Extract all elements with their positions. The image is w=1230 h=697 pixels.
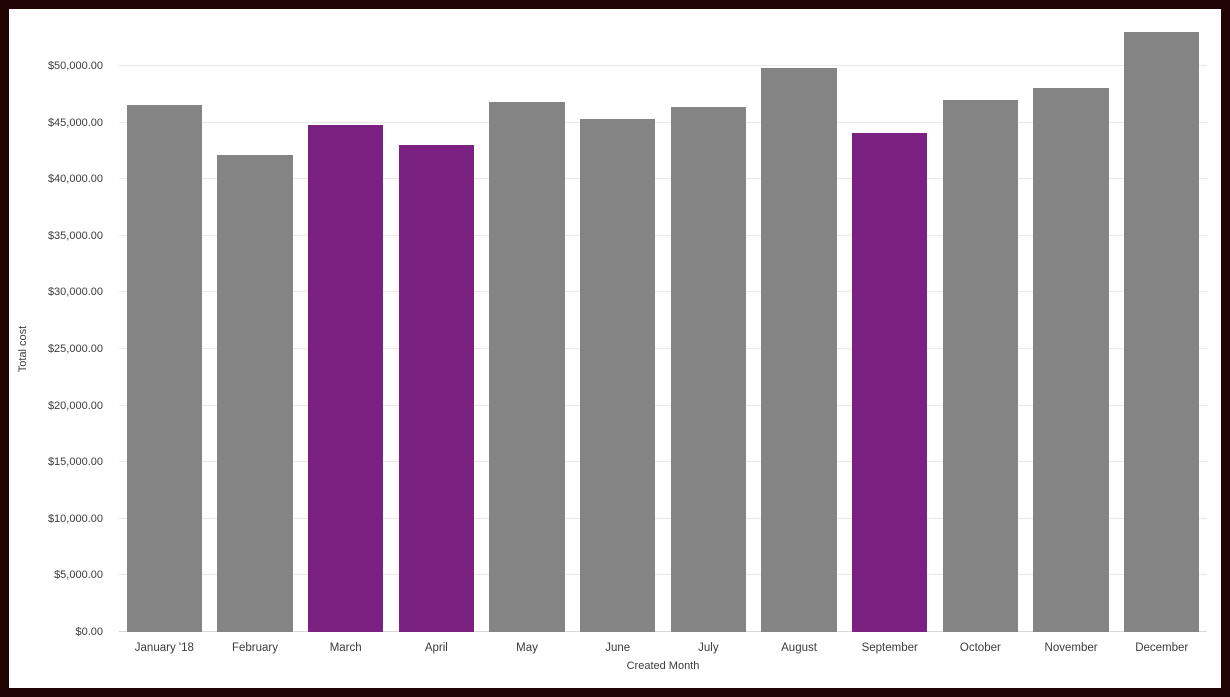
x-tick-label: November bbox=[1044, 642, 1098, 654]
bar-slot bbox=[663, 23, 754, 632]
x-tick-label: August bbox=[781, 642, 817, 654]
gridline bbox=[119, 178, 1207, 180]
y-tick-label: $35,000.00 bbox=[47, 229, 103, 242]
bar-slot bbox=[482, 23, 573, 632]
y-axis-ticks: $0.00 $5,000.00 $10,000.00 $15,000.00 $20,00… bbox=[9, 23, 111, 638]
x-tick-label: July bbox=[698, 642, 719, 654]
bar-july[interactable] bbox=[670, 106, 746, 632]
bar-november[interactable] bbox=[1033, 87, 1109, 632]
bar-slot bbox=[844, 23, 935, 632]
gridline bbox=[119, 461, 1207, 463]
y-tick-label: $20,000.00 bbox=[47, 399, 103, 412]
bar-october[interactable] bbox=[942, 99, 1018, 632]
bar-april[interactable] bbox=[398, 145, 474, 632]
y-tick-label: $40,000.00 bbox=[47, 173, 103, 186]
bar-slot bbox=[300, 23, 391, 632]
x-axis-labels: January '18 February March April May June July… bbox=[119, 642, 1207, 654]
gridline bbox=[119, 517, 1207, 519]
x-tick-label: December bbox=[1135, 642, 1189, 654]
x-tick-label: October bbox=[959, 642, 1001, 654]
bar-slot bbox=[572, 23, 663, 632]
y-tick-label: $5,000.00 bbox=[54, 569, 103, 582]
x-tick-label: May bbox=[516, 642, 538, 654]
y-tick-label: $0.00 bbox=[75, 626, 103, 638]
x-tick-label: March bbox=[329, 642, 362, 654]
y-tick-label: $30,000.00 bbox=[47, 286, 103, 299]
x-tick-label: February bbox=[231, 642, 279, 654]
bar-chart: Total cost $0.00 $5,000.00 $10,000.00 $15,0… bbox=[9, 9, 1221, 688]
gridline bbox=[119, 348, 1207, 350]
y-tick-label: $50,000.00 bbox=[47, 60, 103, 73]
bar-december[interactable] bbox=[1124, 32, 1200, 632]
gridline bbox=[119, 404, 1207, 406]
x-axis-title: Created Month bbox=[626, 660, 700, 672]
gridline bbox=[119, 121, 1207, 123]
gridline bbox=[119, 234, 1207, 236]
bar-june[interactable] bbox=[580, 119, 656, 632]
y-tick-label: $15,000.00 bbox=[47, 456, 103, 469]
x-tick-label: April bbox=[424, 642, 448, 654]
bar-slot bbox=[210, 23, 301, 632]
x-tick-label: June bbox=[605, 642, 631, 654]
bar-slot bbox=[754, 23, 845, 632]
bar-march[interactable] bbox=[308, 124, 384, 632]
y-tick-label: $10,000.00 bbox=[47, 512, 103, 525]
bar-january-18[interactable] bbox=[126, 104, 202, 632]
bar-slot bbox=[391, 23, 482, 632]
bars-layer bbox=[119, 23, 1207, 632]
bar-may[interactable] bbox=[489, 102, 565, 632]
x-tick-label: September bbox=[861, 642, 918, 654]
plot-area bbox=[119, 23, 1207, 632]
y-tick-label: $45,000.00 bbox=[47, 116, 103, 129]
gridline bbox=[119, 574, 1207, 576]
gridline bbox=[119, 631, 1207, 632]
y-tick-label: $25,000.00 bbox=[47, 343, 103, 356]
bar-slot bbox=[935, 23, 1026, 632]
gridline bbox=[119, 65, 1207, 67]
bar-september[interactable] bbox=[852, 132, 928, 632]
bar-slot bbox=[119, 23, 210, 632]
x-tick-label: January '18 bbox=[134, 642, 194, 654]
bar-august[interactable] bbox=[761, 68, 837, 632]
bar-february[interactable] bbox=[217, 155, 293, 632]
bar-slot bbox=[1116, 23, 1207, 632]
bar-slot bbox=[1026, 23, 1117, 632]
gridline bbox=[119, 291, 1207, 293]
